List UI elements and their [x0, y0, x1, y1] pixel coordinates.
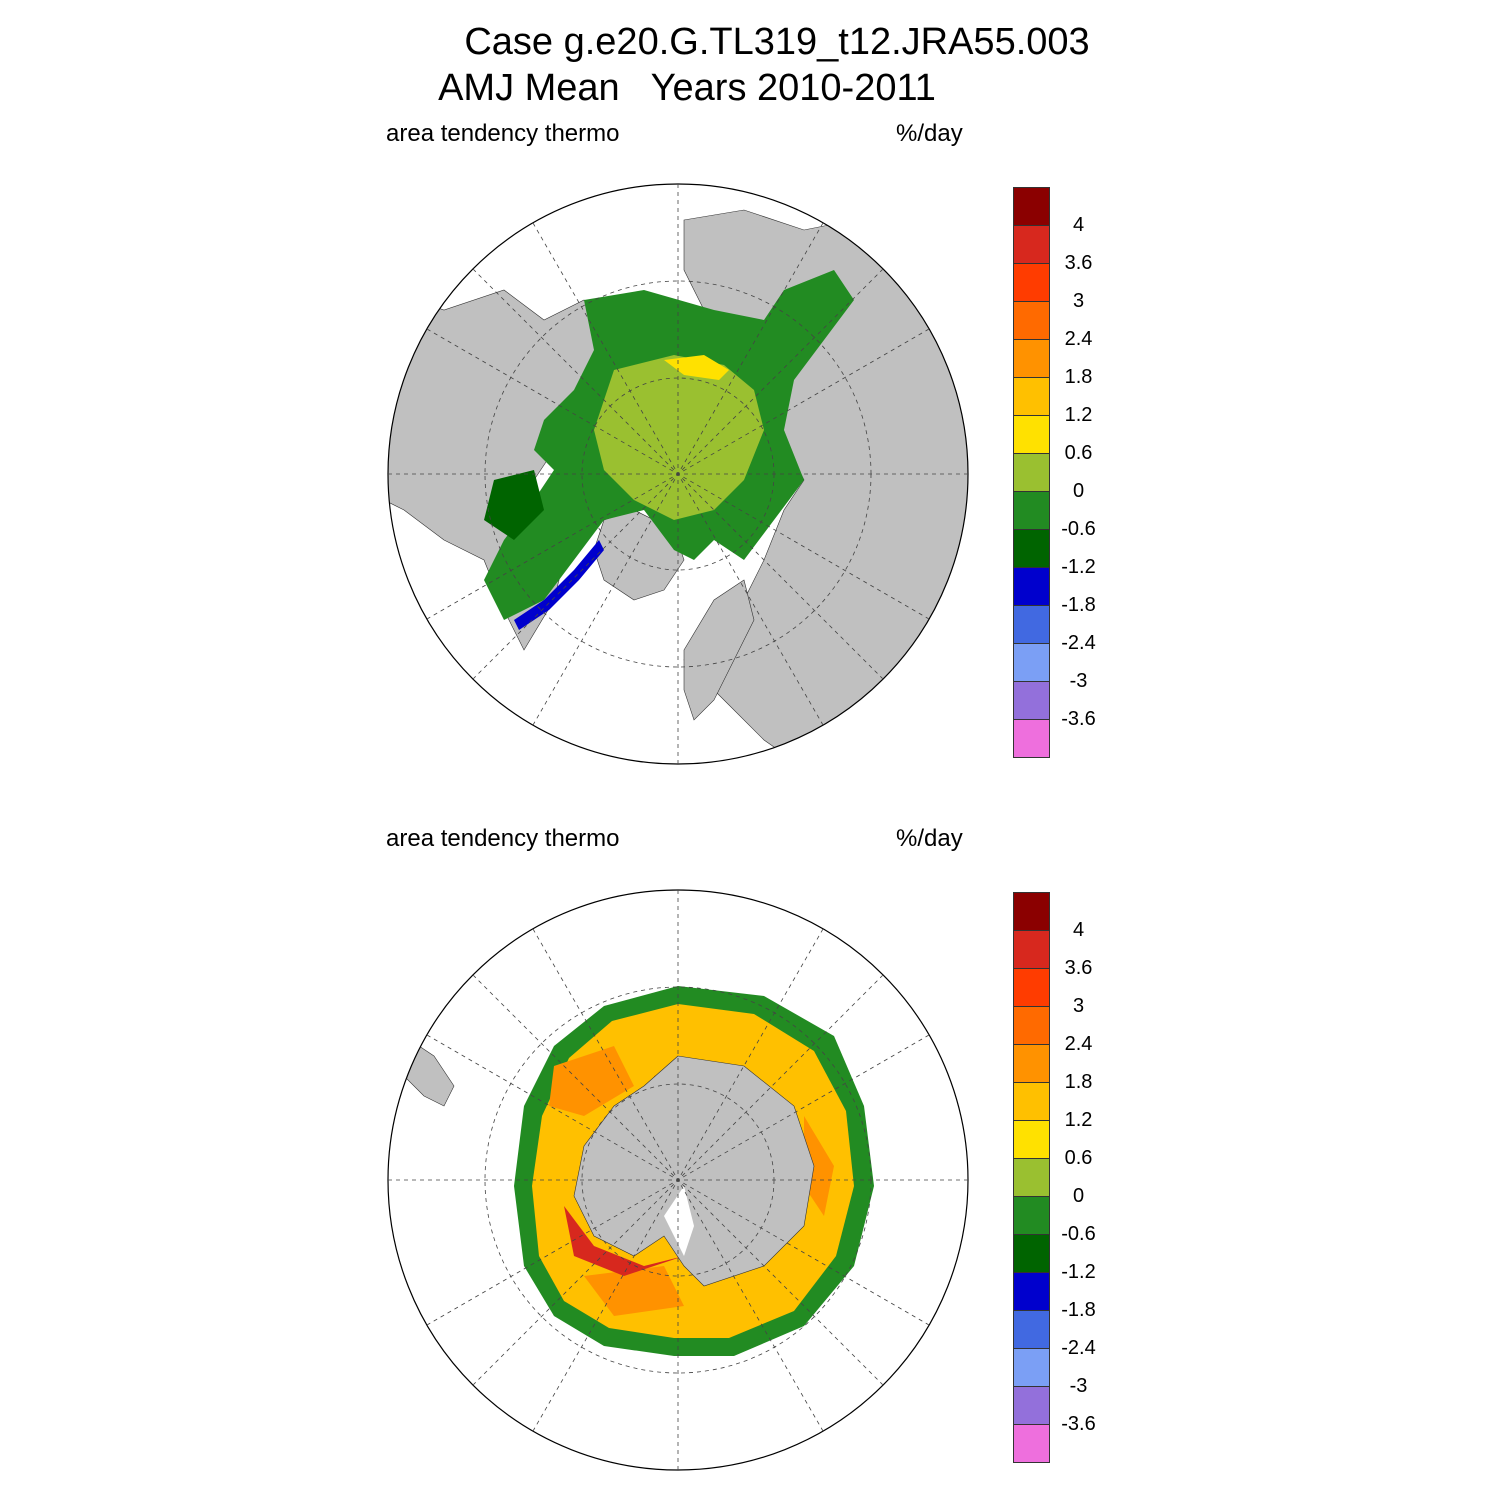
- south-colorbar-tick-label: 2.4: [1064, 1033, 1093, 1055]
- south-colorbar-tick-label: 3.6: [1064, 957, 1093, 979]
- north-ice-core: [594, 355, 764, 520]
- north-colorbar-swatch: [1013, 453, 1050, 492]
- north-colorbar-tick-label: 0.6: [1064, 442, 1093, 464]
- north-colorbar-tick-label: -3: [1069, 670, 1088, 692]
- north-colorbar-swatch: [1013, 415, 1050, 454]
- north-colorbar-tick-label: 4: [1072, 214, 1085, 236]
- north-land-scandinavia: [683, 579, 755, 721]
- north-ice-dark: [484, 470, 544, 540]
- north-colorbar-swatch: [1013, 187, 1050, 226]
- north-colorbar-tick-label: 2.4: [1064, 328, 1093, 350]
- north-colorbar-tick-label: 3: [1072, 290, 1085, 312]
- north-panel-variable-label: area tendency thermo: [386, 120, 620, 147]
- south-colorbar-swatch: [1013, 1348, 1050, 1387]
- north-colorbar-tick-label: 1.8: [1064, 366, 1093, 388]
- north-colorbar-swatch: [1013, 605, 1050, 644]
- south-colorbar-tick-label: -2.4: [1061, 1337, 1096, 1359]
- south-colorbar-swatch: [1013, 1044, 1050, 1083]
- north-colorbar: [1013, 187, 1050, 758]
- north-colorbar-tick-label: -1.8: [1061, 594, 1096, 616]
- north-ice-melt-edge: [664, 355, 729, 380]
- south-colorbar-tick-label: -0.6: [1061, 1223, 1096, 1245]
- north-colorbar-tick-label: -3.6: [1061, 708, 1096, 730]
- south-colorbar-swatch: [1013, 1158, 1050, 1197]
- south-colorbar-swatch: [1013, 1006, 1050, 1045]
- south-colorbar-tick-label: -1.8: [1061, 1299, 1096, 1321]
- south-colorbar-tick-label: 4: [1072, 919, 1085, 941]
- south-colorbar-swatch: [1013, 1272, 1050, 1311]
- north-colorbar-swatch: [1013, 301, 1050, 340]
- south-polar-map: [387, 889, 969, 1471]
- north-colorbar-tick-label: 0: [1072, 480, 1085, 502]
- south-land-antarctica: [573, 1055, 815, 1287]
- north-panel-units-label: %/day: [896, 120, 963, 147]
- south-panel-units-label: %/day: [896, 825, 963, 852]
- south-colorbar-tick-label: 3: [1072, 995, 1085, 1017]
- south-colorbar-tick-label: -3: [1069, 1375, 1088, 1397]
- north-colorbar-tick-label: -1.2: [1061, 556, 1096, 578]
- south-panel-variable-label: area tendency thermo: [386, 825, 620, 852]
- north-colorbar-tick-label: 3.6: [1064, 252, 1093, 274]
- north-colorbar-swatch: [1013, 681, 1050, 720]
- south-colorbar-swatch: [1013, 1234, 1050, 1273]
- south-colorbar-swatch: [1013, 1386, 1050, 1425]
- south-ice-red-margin: [564, 1066, 764, 1276]
- north-polar-map: [387, 183, 969, 765]
- south-colorbar-swatch: [1013, 1120, 1050, 1159]
- south-colorbar-swatch: [1013, 930, 1050, 969]
- south-ice-shelf-gap: [664, 1186, 694, 1256]
- south-colorbar-tick-label: -3.6: [1061, 1413, 1096, 1435]
- north-colorbar-swatch: [1013, 263, 1050, 302]
- south-colorbar-swatch: [1013, 968, 1050, 1007]
- south-colorbar-tick-label: -1.2: [1061, 1261, 1096, 1283]
- north-colorbar-tick-label: -2.4: [1061, 632, 1096, 654]
- north-colorbar-swatch: [1013, 377, 1050, 416]
- south-colorbar-swatch: [1013, 1310, 1050, 1349]
- south-colorbar-tick-label: 0.6: [1064, 1147, 1093, 1169]
- south-colorbar-swatch: [1013, 892, 1050, 931]
- south-colorbar-swatch: [1013, 1082, 1050, 1121]
- south-colorbar: [1013, 892, 1050, 1463]
- north-colorbar-swatch: [1013, 529, 1050, 568]
- figure-title-case: Case g.e20.G.TL319_t12.JRA55.003: [464, 21, 1090, 63]
- north-colorbar-swatch: [1013, 339, 1050, 378]
- south-colorbar-tick-label: 1.2: [1064, 1109, 1093, 1131]
- north-colorbar-tick-label: 1.2: [1064, 404, 1093, 426]
- north-colorbar-swatch: [1013, 491, 1050, 530]
- north-colorbar-swatch: [1013, 225, 1050, 264]
- figure-title-period: AMJ Mean Years 2010-2011: [438, 67, 936, 109]
- north-ice-blue-rim: [514, 540, 604, 630]
- south-colorbar-tick-label: 0: [1072, 1185, 1085, 1207]
- south-ice-orange-patches: [549, 1046, 834, 1316]
- south-colorbar-swatch: [1013, 1196, 1050, 1235]
- south-colorbar-tick-label: 1.8: [1064, 1071, 1093, 1093]
- north-colorbar-swatch: [1013, 567, 1050, 606]
- north-colorbar-swatch: [1013, 643, 1050, 682]
- south-colorbar-swatch: [1013, 1424, 1050, 1463]
- north-colorbar-tick-label: -0.6: [1061, 518, 1096, 540]
- north-colorbar-swatch: [1013, 719, 1050, 758]
